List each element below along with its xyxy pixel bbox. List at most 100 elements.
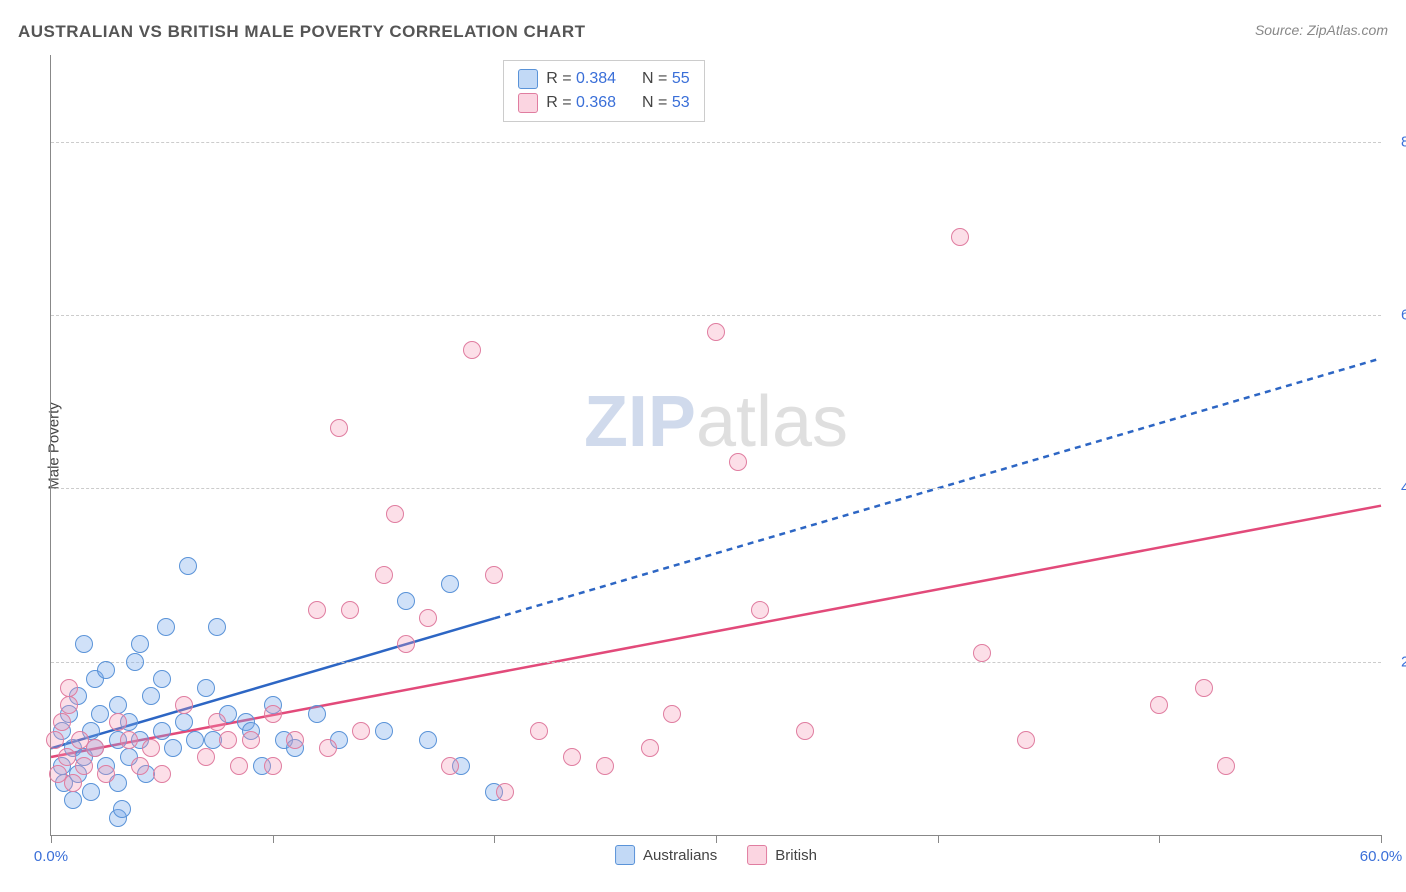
scatter-point [109,696,127,714]
scatter-point [197,748,215,766]
x-tick [494,835,495,843]
scatter-point [230,757,248,775]
legend-swatch [518,93,538,113]
scatter-point [530,722,548,740]
legend-r: R = 0.384 [546,70,616,88]
scatter-point [60,696,78,714]
scatter-point [126,653,144,671]
gridline-h [51,662,1381,663]
scatter-point [973,644,991,662]
series-legend-item: British [747,845,817,865]
correlation-legend: R = 0.384 N = 55 R = 0.368 N = 53 [503,60,704,122]
scatter-point [97,661,115,679]
scatter-point [441,575,459,593]
scatter-point [153,670,171,688]
series-legend-label: Australians [643,847,717,864]
legend-r: R = 0.368 [546,94,616,112]
scatter-point [796,722,814,740]
scatter-point [596,757,614,775]
scatter-point [131,757,149,775]
scatter-point [352,722,370,740]
scatter-point [308,705,326,723]
scatter-point [341,601,359,619]
scatter-point [397,635,415,653]
scatter-point [441,757,459,775]
x-tick [1381,835,1382,843]
gridline-h [51,488,1381,489]
scatter-point [1150,696,1168,714]
scatter-point [729,453,747,471]
legend-swatch [518,69,538,89]
scatter-point [64,791,82,809]
scatter-point [157,618,175,636]
legend-swatch [615,845,635,865]
scatter-point [142,739,160,757]
scatter-point [82,783,100,801]
scatter-point [1195,679,1213,697]
scatter-point [164,739,182,757]
scatter-point [663,705,681,723]
scatter-point [175,713,193,731]
x-tick-label: 0.0% [34,848,68,865]
x-tick [716,835,717,843]
x-tick [1159,835,1160,843]
legend-row: R = 0.368 N = 53 [518,91,689,115]
x-tick [273,835,274,843]
scatter-point [386,505,404,523]
scatter-point [397,592,415,610]
chart-plot-area: ZIPatlas R = 0.384N = 55R = 0.368N = 53 … [50,55,1381,836]
series-legend-label: British [775,847,817,864]
scatter-point [197,679,215,697]
scatter-point [86,739,104,757]
series-legend: Australians British [615,845,817,865]
legend-row: R = 0.384 N = 55 [518,67,689,91]
scatter-point [97,765,115,783]
scatter-point [208,618,226,636]
legend-n: N = 55 [642,70,690,88]
scatter-point [46,731,64,749]
scatter-point [91,705,109,723]
scatter-point [64,774,82,792]
scatter-point [485,566,503,584]
scatter-point [179,557,197,575]
scatter-point [707,323,725,341]
scatter-point [186,731,204,749]
series-legend-item: Australians [615,845,717,865]
scatter-point [319,739,337,757]
scatter-point [419,731,437,749]
scatter-point [264,757,282,775]
scatter-point [242,731,260,749]
scatter-point [286,731,304,749]
scatter-point [219,731,237,749]
x-tick [938,835,939,843]
scatter-point [419,609,437,627]
scatter-point [264,705,282,723]
scatter-point [375,566,393,584]
scatter-point [1217,757,1235,775]
x-tick-label: 60.0% [1360,848,1403,865]
scatter-point [751,601,769,619]
scatter-point [153,765,171,783]
scatter-point [375,722,393,740]
legend-swatch [747,845,767,865]
scatter-point [330,419,348,437]
scatter-point [58,748,76,766]
scatter-point [951,228,969,246]
x-tick [51,835,52,843]
scatter-point [496,783,514,801]
y-tick-label: 20.0% [1391,653,1406,670]
gridline-h [51,315,1381,316]
legend-n: N = 53 [642,94,690,112]
y-tick-label: 60.0% [1391,307,1406,324]
scatter-point [53,713,71,731]
scatter-point [563,748,581,766]
gridline-h [51,142,1381,143]
scatter-point [142,687,160,705]
scatter-point [109,713,127,731]
scatter-point [1017,731,1035,749]
y-tick-label: 40.0% [1391,480,1406,497]
y-tick-label: 80.0% [1391,133,1406,150]
scatter-point [75,757,93,775]
scatter-point [641,739,659,757]
scatter-point [120,731,138,749]
